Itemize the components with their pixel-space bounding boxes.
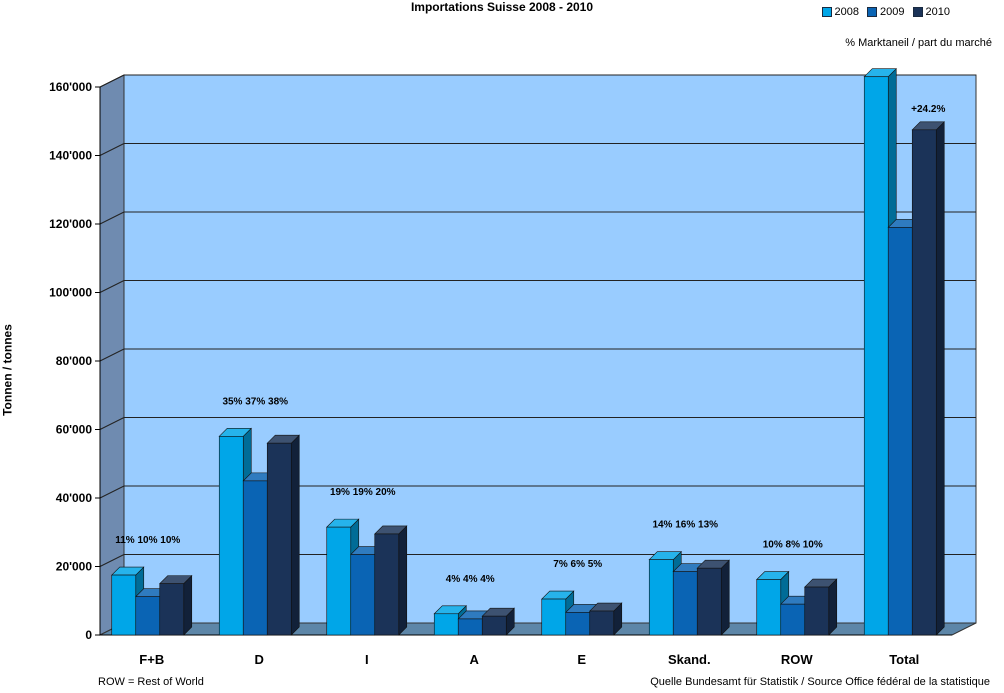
legend-label-2008: 2008 [834, 6, 860, 18]
source-note: Quelle Bundesamt für Statistik / Source … [650, 676, 990, 688]
bar-2010-F+B [159, 583, 185, 636]
y-tick-label: 160'000 [49, 80, 92, 94]
x-tick-label-F+B: F+B [139, 652, 164, 667]
gridline-diagonal [99, 485, 125, 499]
bar-2008-A [433, 613, 459, 636]
bar-2009-ROW [780, 603, 806, 636]
chart-title: Importations Suisse 2008 - 2010 [410, 0, 594, 14]
legend-label-2009: 2009 [880, 6, 905, 18]
bar-2009-I [350, 554, 376, 636]
y-tick-label: 80'000 [56, 354, 93, 368]
legend-item-2009: 2009 [867, 6, 905, 18]
bar-2008-D [218, 436, 244, 636]
y-tick-label: 140'000 [49, 149, 92, 163]
gridline-diagonal [99, 554, 125, 567]
legend-item-2008: 2008 [821, 6, 860, 18]
bar-2008-Total [863, 76, 889, 636]
y-tick-label: 120'000 [49, 217, 92, 231]
gridline-diagonal [99, 74, 125, 88]
bar-2009-Total [887, 227, 913, 636]
bar-2010-Total [911, 129, 937, 636]
bar-2008-ROW [756, 579, 782, 636]
annotation-I: 19% 19% 20% [330, 487, 396, 498]
bar-2008-F+B [111, 574, 137, 636]
row-footnote: ROW = Rest of World [98, 676, 204, 688]
bar-2008-Skand. [648, 559, 674, 636]
bar-2010-I [374, 533, 400, 636]
bar-2010-ROW [804, 586, 830, 636]
x-tick-label-Skand.: Skand. [668, 652, 711, 667]
legend-item-2010: 2010 [912, 6, 950, 18]
bar-side-2010-D [290, 434, 300, 636]
bar-2009-E [565, 612, 591, 636]
legend-swatch-2009 [867, 7, 878, 17]
annotation-F+B: 11% 10% 10% [115, 535, 180, 546]
market-share-note: % Marktaneil / part du marché [845, 37, 992, 49]
gridline-diagonal [99, 348, 125, 362]
y-tick-label: 20'000 [56, 560, 93, 574]
annotation-Skand.: 14% 16% 13% [652, 520, 718, 531]
bar-side-2010-Skand. [720, 559, 730, 636]
legend-label-2010: 2010 [925, 6, 950, 18]
gridline-diagonal [99, 143, 125, 156]
bar-side-2010-Total [935, 121, 945, 636]
bar-2010-Skand. [696, 567, 722, 636]
x-tick-label-Total: Total [889, 652, 919, 667]
y-tick-label: 40'000 [56, 491, 93, 505]
legend-swatch-2008 [821, 7, 832, 17]
x-tick-label-A: A [470, 652, 480, 667]
annotation-A: 4% 4% 4% [446, 574, 495, 585]
bar-2010-D [266, 442, 292, 636]
x-tick-label-D: D [255, 652, 264, 667]
x-tick-label-I: I [365, 652, 369, 667]
bar-2009-A [457, 618, 483, 636]
bar-2009-F+B [135, 596, 161, 636]
annotation-E: 7% 6% 5% [553, 559, 602, 570]
bar-2010-A [481, 615, 507, 636]
gridline-diagonal [99, 280, 125, 293]
bar-2009-D [242, 480, 268, 636]
bar-2010-E [589, 610, 615, 636]
x-tick-label-E: E [577, 652, 586, 667]
bar-2009-Skand. [672, 571, 698, 636]
y-tick-label: 60'000 [56, 423, 93, 437]
chart-legend: 2008 2009 2010 [821, 6, 950, 18]
annotation-D: 35% 37% 38% [222, 396, 288, 407]
gridline-diagonal [99, 417, 125, 430]
gridline-diagonal [99, 211, 125, 225]
bar-2008-I [326, 526, 352, 636]
annotation-ROW: 10% 8% 10% [763, 540, 823, 551]
annotation-Total: +24.2% [911, 104, 945, 115]
legend-swatch-2010 [912, 7, 923, 17]
bar-side-2010-I [398, 525, 408, 636]
y-tick-label: 100'000 [49, 286, 92, 300]
bar-side-2010-ROW [828, 578, 838, 636]
x-tick-label-ROW: ROW [781, 652, 814, 667]
y-tick-label: 0 [85, 628, 92, 642]
bar-side-2010-F+B [183, 574, 193, 636]
bar-2008-E [541, 598, 567, 636]
